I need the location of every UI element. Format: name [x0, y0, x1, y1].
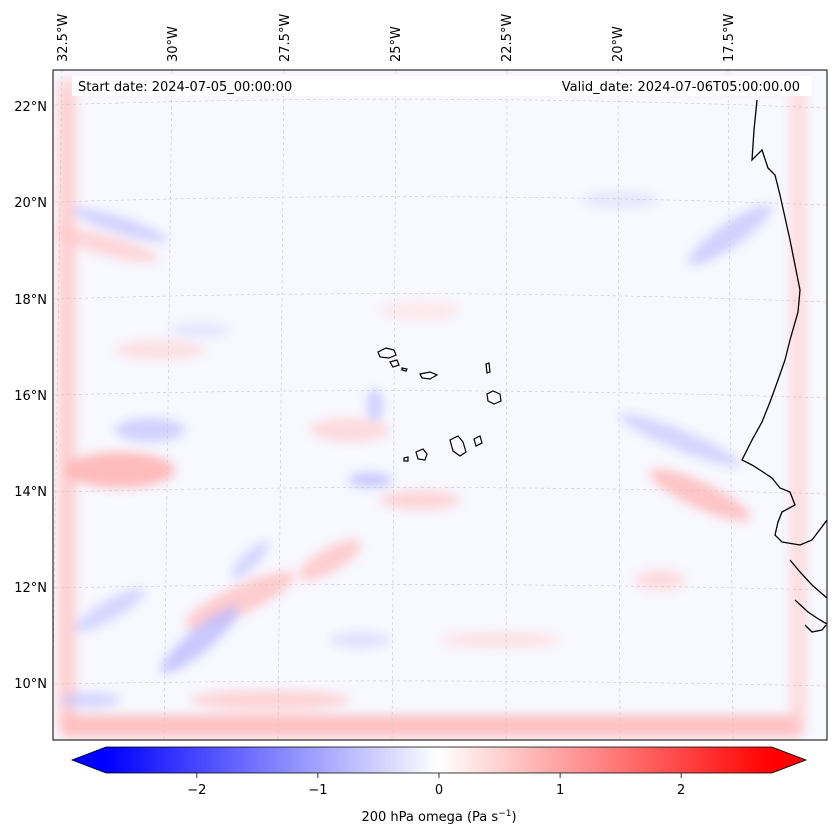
gridlines: [53, 70, 826, 740]
start-date-text: Start date: 2024-07-05_00:00:00: [78, 80, 292, 95]
colorbar-body: [106, 747, 772, 773]
colorbar-tick-label: 2: [677, 783, 685, 798]
map-area: [53, 70, 827, 740]
lat-label: 20°N: [14, 196, 47, 211]
lat-label: 16°N: [14, 389, 47, 404]
colorbar-tick-label: 1: [556, 783, 564, 798]
lat-label: 22°N: [14, 100, 47, 115]
lon-label: 22.5°W: [500, 14, 515, 62]
colorbar-high-extend: [772, 747, 806, 773]
coastline: [741, 99, 827, 633]
lon-label: 30°W: [166, 26, 181, 62]
lat-label: 12°N: [14, 581, 47, 596]
colorbar-tick-label: 0: [435, 783, 443, 798]
lon-label: 27.5°W: [278, 14, 293, 62]
colorbar-low-extend: [72, 747, 106, 773]
colorbar-tick-label: −1: [308, 783, 327, 798]
field-background: [53, 70, 827, 740]
lon-label: 17.5°W: [722, 14, 737, 62]
lon-label: 20°W: [611, 26, 626, 62]
valid-date-text: Valid_date: 2024-07-06T05:00:00.00: [562, 80, 800, 95]
colorbar-outline: [70, 746, 808, 774]
colorbar-label: 200 hPa omega (Pa s−1): [361, 809, 516, 825]
cape-verde-islands: [377, 347, 502, 462]
lon-labels: 32.5°W 30°W 27.5°W 25°W 22.5°W 20°W 17.5…: [56, 14, 737, 62]
lon-label: 25°W: [389, 26, 404, 62]
lat-labels: 22°N 20°N 18°N 16°N 14°N 12°N 10°N: [14, 100, 47, 692]
lon-label: 32.5°W: [56, 14, 71, 62]
colorbar-tick-label: −2: [187, 783, 206, 798]
lat-label: 18°N: [14, 293, 47, 308]
lat-label: 14°N: [14, 485, 47, 500]
lat-label: 10°N: [14, 677, 47, 692]
info-box: [72, 76, 812, 96]
map-border: [52, 69, 828, 741]
colorbar-ticks: −2 −1 0 1 2: [187, 773, 685, 798]
colorbar: −2 −1 0 1 2 200 hPa omega (Pa s−1): [70, 746, 808, 825]
